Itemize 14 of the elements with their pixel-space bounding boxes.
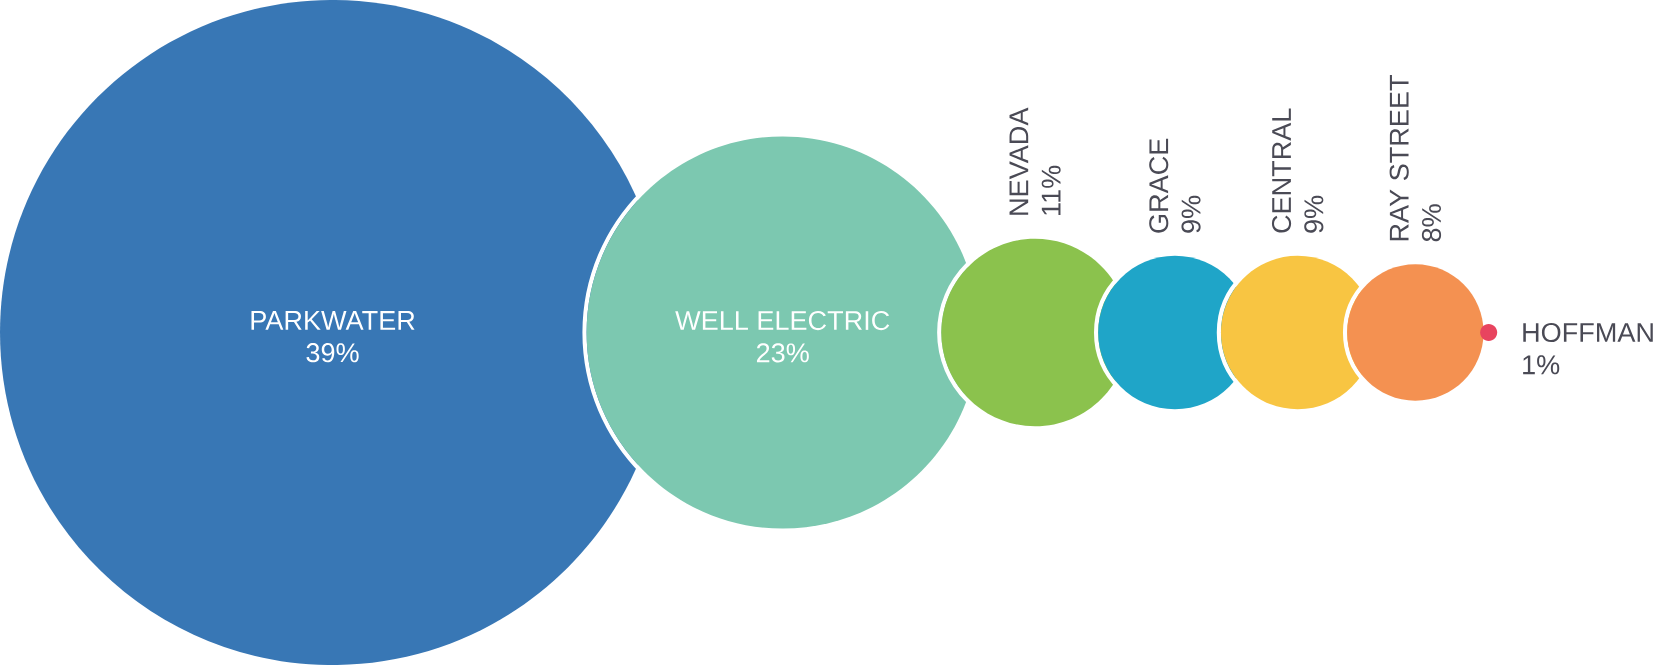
category-label: HOFFMAN xyxy=(1523,322,1653,343)
data-label: 39% xyxy=(306,343,359,363)
category-label: NEVADA xyxy=(1009,107,1029,215)
category-label: GRACE xyxy=(1149,138,1169,233)
category-label: CENTRAL xyxy=(1271,108,1292,233)
category-label: WELL ELECTRIC xyxy=(675,310,890,331)
data-label: 11% xyxy=(1041,165,1061,215)
data-label: 8% xyxy=(1421,204,1442,242)
data-label: 9% xyxy=(1181,195,1201,233)
data-label: 23% xyxy=(756,343,809,363)
category-label: RAY STREET xyxy=(1389,75,1409,241)
category-label: PARKWATER xyxy=(251,311,415,330)
data-label: 1% xyxy=(1523,355,1560,375)
data-label: 9% xyxy=(1304,195,1324,233)
